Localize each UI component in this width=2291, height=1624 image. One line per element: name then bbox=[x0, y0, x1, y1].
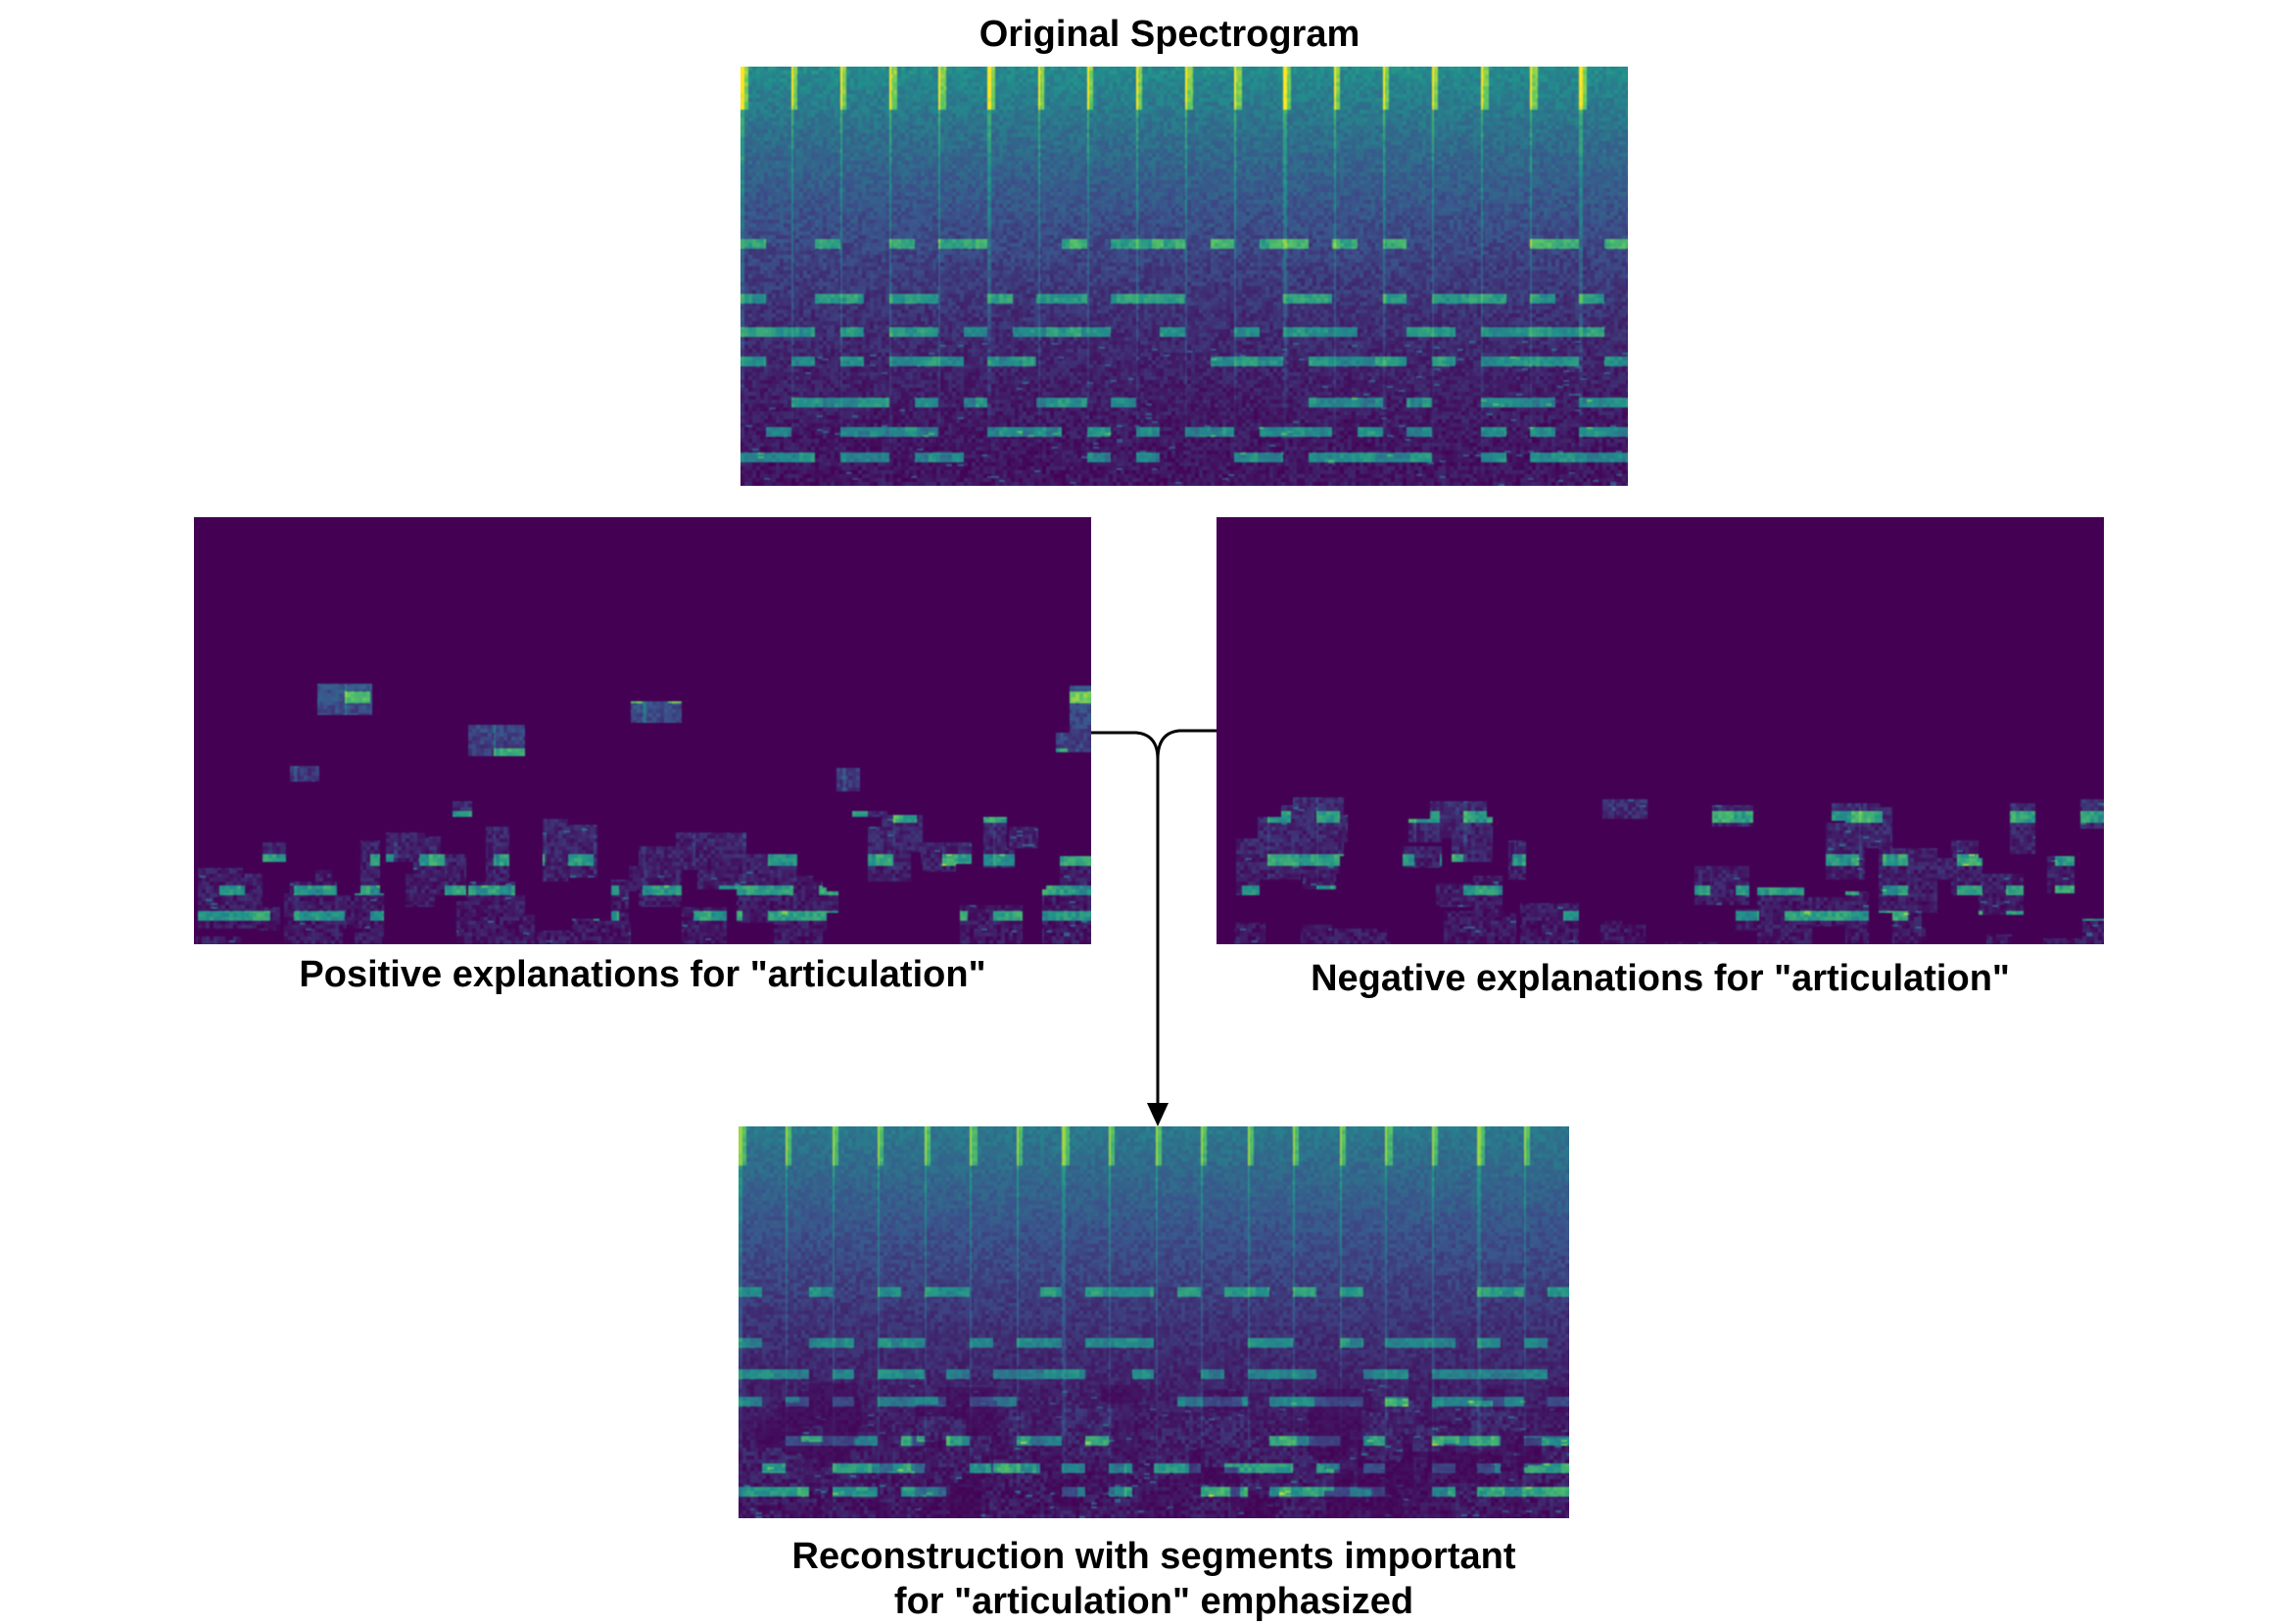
positive-explanation-image bbox=[194, 517, 1091, 944]
reconstruction-spectrogram bbox=[739, 1126, 1569, 1518]
reconstruction-caption-line-1: Reconstruction with segments important bbox=[791, 1536, 1516, 1577]
original-spectrogram-title: Original Spectrogram bbox=[978, 14, 1360, 55]
reconstruction-image bbox=[739, 1126, 1569, 1518]
connector-from-negative bbox=[1156, 729, 1217, 760]
negative-explanation-image bbox=[1217, 517, 2104, 944]
connector-from-positive bbox=[1091, 731, 1160, 760]
positive-explanation-spectrogram bbox=[194, 517, 1091, 944]
reconstruction-caption-line-2: for "articulation" emphasized bbox=[893, 1581, 1414, 1622]
original-spectrogram-image bbox=[740, 67, 1628, 486]
arrowhead-icon bbox=[1147, 1103, 1169, 1126]
original-spectrogram bbox=[740, 67, 1628, 486]
negative-explanation-caption: Negative explanations for "articulation" bbox=[1311, 958, 2010, 999]
positive-explanation-caption: Positive explanations for "articulation" bbox=[299, 954, 986, 995]
negative-explanation-spectrogram bbox=[1217, 517, 2104, 944]
